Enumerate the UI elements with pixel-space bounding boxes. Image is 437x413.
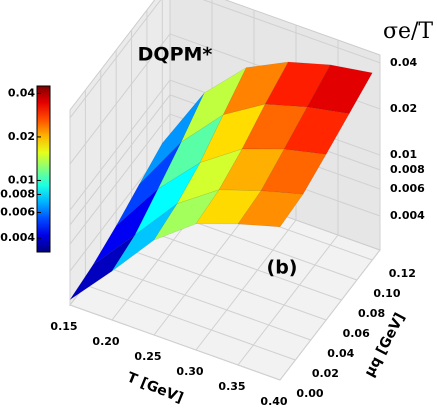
z-axis-label: σe/T [383,19,433,44]
grid-line [279,55,381,381]
colorbar [36,85,51,253]
grid-line [69,110,281,381]
surface [69,61,373,300]
surface-patch [237,190,304,228]
z-tick-label: 0.04 [390,56,417,69]
chart-title: DQPM* [138,44,213,66]
x-tick-label: 0.40 [260,395,287,408]
x-tick-label: 0.20 [92,335,119,348]
y-tick-label: 0.04 [327,347,354,360]
colorbar-tick-label: 0.04 [8,86,35,99]
colorbar-tick-label: 0.02 [8,130,35,143]
z-tick-label: 0.008 [390,163,425,176]
z-tick-label: 0.02 [390,102,417,115]
colorbar-tick-label: 0.008 [0,187,35,200]
y-tick-label: 0.10 [373,287,400,300]
x-tick-label: 0.15 [50,320,77,333]
y-tick-label: 0.12 [389,267,416,280]
z-tick-label: 0.01 [390,148,417,161]
z-tick-label: 0.006 [390,182,425,195]
annotation: (b) [267,257,298,279]
y-tick-label: 0.02 [312,367,339,380]
colorbar-tick-label: 0.006 [0,206,35,219]
z-tick-label: 0.004 [390,209,425,222]
y-tick-label: 0.00 [296,387,323,400]
y-tick-label: 0.08 [358,307,385,320]
x-tick-label: 0.30 [176,365,203,378]
colorbar-tick-label: 0.004 [0,231,35,244]
y-tick-label: 0.06 [343,327,370,340]
colorbar-tick-label: 0.01 [8,173,35,186]
y-axis-label: μq [GeV] [362,310,409,379]
grid-line [69,0,381,119]
x-tick-label: 0.25 [134,350,161,363]
x-tick-label: 0.35 [218,380,245,393]
